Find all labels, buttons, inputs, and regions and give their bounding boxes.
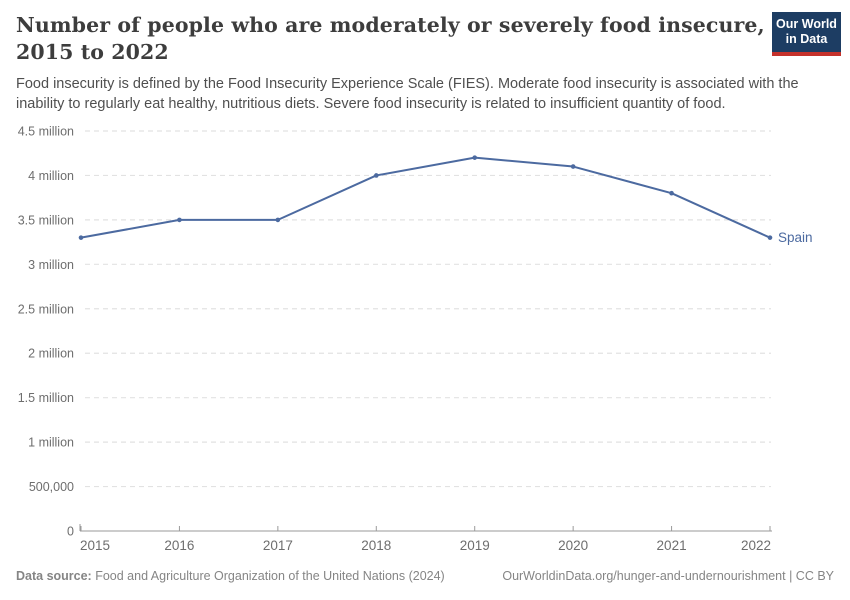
data-point[interactable]	[472, 155, 478, 160]
owid-logo-line1: Our World	[776, 17, 837, 31]
data-point[interactable]	[275, 217, 281, 223]
data-source-text: Food and Agriculture Organization of the…	[91, 569, 445, 583]
y-tick-label: 2.5 million	[18, 302, 74, 316]
x-tick-label: 2022	[741, 538, 771, 553]
y-tick-label: 1 million	[28, 436, 74, 450]
y-tick-label: 0	[67, 525, 74, 539]
data-point[interactable]	[78, 235, 84, 240]
footer-url-license[interactable]: OurWorldinData.org/hunger-and-undernouri…	[502, 569, 834, 583]
data-point[interactable]	[570, 164, 576, 169]
y-tick-label: 3 million	[28, 258, 74, 272]
chart-footer: Data source: Food and Agriculture Organi…	[16, 569, 834, 583]
x-tick-label: 2021	[657, 538, 687, 553]
series-label-spain[interactable]: Spain	[778, 230, 813, 245]
data-point[interactable]	[177, 217, 182, 223]
y-tick-label: 3.5 million	[18, 213, 74, 227]
owid-logo[interactable]: Our World in Data	[772, 12, 841, 56]
owid-logo-line2: in Data	[785, 32, 828, 47]
chart-header: Number of people who are moderately or s…	[0, 0, 850, 115]
y-tick-label: 500,000	[29, 480, 74, 494]
x-tick-label: 2018	[361, 538, 391, 553]
data-point[interactable]	[767, 235, 773, 240]
chart-subtitle: Food insecurity is defined by the Food I…	[16, 76, 799, 112]
x-tick-label: 2020	[558, 538, 588, 553]
y-tick-label: 4 million	[28, 169, 74, 183]
y-tick-label: 2 million	[28, 347, 74, 361]
chart-area: 0 500,000 1 million 1.5 million 2 million 2.5…	[0, 120, 850, 565]
y-tick-label: 4.5 million	[18, 125, 74, 139]
y-tick-label: 1.5 million	[18, 391, 74, 405]
data-source-note: Data source: Food and Agriculture Organi…	[16, 569, 445, 583]
series-line-spain[interactable]	[80, 156, 771, 239]
page-title: Number of people who are moderately or s…	[16, 13, 765, 65]
x-tick-label: 2015	[80, 538, 110, 553]
data-source-label: Data source:	[16, 569, 92, 583]
data-point[interactable]	[669, 190, 674, 196]
x-tick-label: 2017	[263, 538, 293, 553]
data-point[interactable]	[373, 173, 379, 178]
x-tick-label: 2019	[460, 538, 490, 553]
line-chart-svg: 0 500,000 1 million 1.5 million 2 million 2.5…	[18, 125, 813, 554]
x-tick-label: 2016	[164, 538, 194, 553]
